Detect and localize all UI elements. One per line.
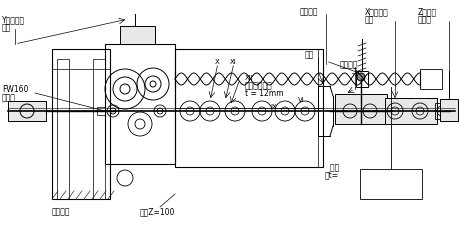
Text: IX: IX [269, 104, 276, 109]
Text: XII: XII [245, 75, 253, 81]
Bar [434, 104, 449, 120]
Text: 杠t=: 杠t= [325, 171, 338, 180]
Text: 铸铁支架: 铸铁支架 [52, 207, 70, 215]
Text: 横向: 横向 [329, 163, 343, 172]
Text: X: X [214, 59, 219, 65]
Bar [384, 98, 436, 124]
Bar [120, 27, 155, 45]
Bar [93, 60, 105, 199]
Text: 纵向滚珠丝杠: 纵向滚珠丝杠 [245, 81, 272, 90]
Bar [419, 70, 441, 90]
Text: 分度头: 分度头 [2, 93, 16, 102]
Bar [105, 45, 174, 164]
Text: 电机: 电机 [364, 15, 374, 25]
Text: 进电机: 进电机 [417, 15, 431, 25]
Circle shape [356, 74, 364, 82]
Text: 工件: 工件 [304, 50, 313, 59]
Bar [97, 108, 105, 115]
Text: VI: VI [297, 97, 304, 103]
Bar [57, 60, 69, 199]
Text: FW160: FW160 [2, 85, 28, 94]
Bar [174, 50, 322, 167]
Bar [334, 95, 386, 124]
Text: 球头铣刀: 球头铣刀 [299, 8, 318, 16]
Bar [52, 50, 110, 199]
Text: X方向步进: X方向步进 [364, 8, 388, 16]
Bar [359, 169, 421, 199]
Bar [8, 101, 46, 121]
Text: t = 12mm: t = 12mm [245, 89, 283, 98]
Text: 电极: 电极 [2, 23, 11, 32]
Bar [439, 100, 457, 121]
Text: 齿轮Z=100: 齿轮Z=100 [140, 207, 175, 215]
Text: XI: XI [230, 59, 236, 65]
Text: Y方向步进: Y方向步进 [2, 15, 25, 25]
Bar [355, 72, 367, 88]
Text: 动力铣头: 动力铣头 [339, 60, 358, 69]
Text: Z方向步: Z方向步 [417, 8, 436, 16]
